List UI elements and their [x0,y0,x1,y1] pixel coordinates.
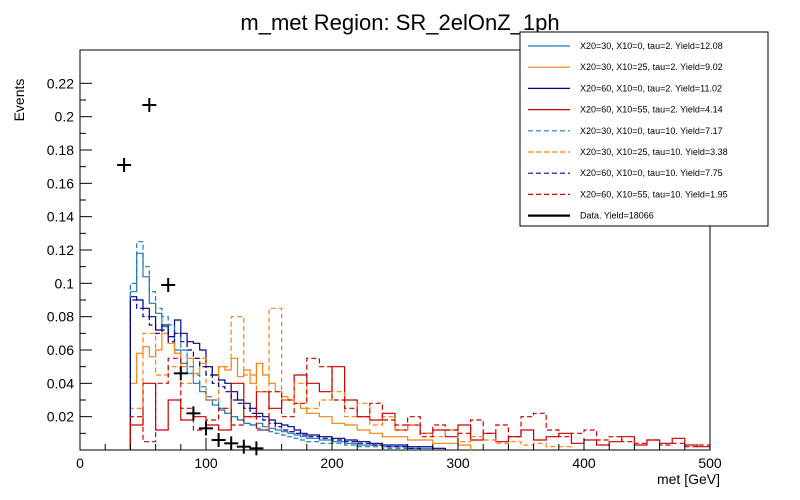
legend-entry: X20=30, X10=0, tau=10. Yield=7.17 [580,126,723,136]
y-axis-title: Events [11,79,27,122]
chart-title: m_met Region: SR_2elOnZ_1ph [240,10,559,35]
legend-entry: Data. Yield=18066 [580,211,654,221]
series-line [129,332,472,450]
y-tick-label: 0.04 [47,375,74,391]
series-line [129,366,711,450]
series-line [129,296,446,450]
x-tick-label: 0 [76,455,84,471]
legend-box [519,31,769,227]
x-tick-label: 200 [320,455,344,471]
x-tick-label: 300 [446,455,470,471]
x-tick-label: 400 [572,455,596,471]
legend-entry: X20=60, X10=55, tau=2. Yield=4.14 [580,105,723,115]
x-tick-label: 100 [194,455,218,471]
legend-entry: X20=60, X10=55, tau=10. Yield=1.95 [580,189,728,199]
legend-entry: X20=60, X10=0, tau=10. Yield=7.75 [580,168,723,178]
series-line [129,357,711,450]
data-point [117,158,132,172]
data-point [161,278,176,292]
axis-ticks: 0 100 200 300 400 500 0.02 0.04 0.06 0.08 0.1 0.12 0… [47,75,722,471]
y-tick-label: 0.02 [47,409,74,425]
series-line [129,307,572,450]
data-point [236,439,251,454]
y-tick-label: 0.14 [47,209,74,225]
legend-entry: X20=60, X10=0, tau=2. Yield=11.02 [580,83,722,93]
y-tick-label: 0.08 [47,309,74,325]
x-tick-label: 500 [698,455,722,471]
y-tick-label: 0.06 [47,342,74,358]
data-point [186,406,201,421]
legend-entry: X20=30, X10=25, tau=2. Yield=9.02 [580,62,723,72]
series-line [129,299,421,450]
data-point [211,433,226,447]
y-tick-label: 0.22 [47,75,74,91]
y-tick-label: 0.12 [47,242,74,258]
y-tick-label: 0.18 [47,142,74,158]
data-point [199,421,213,436]
x-axis-title: met [GeV] [657,471,720,487]
legend-entry: X20=30, X10=25, tau=10. Yield=3.38 [580,147,728,157]
data-point [142,98,157,112]
y-tick-label: 0.1 [55,275,75,291]
data-point [173,366,188,381]
y-tick-label: 0.16 [47,175,74,191]
y-tick-label: 0.2 [55,109,75,125]
legend-entry: X20=30, X10=0, tau=2. Yield=12.08 [580,41,723,51]
legend: X20=30, X10=0, tau=2. Yield=12.08 X20=30,… [519,31,769,227]
series-layer [117,98,711,456]
